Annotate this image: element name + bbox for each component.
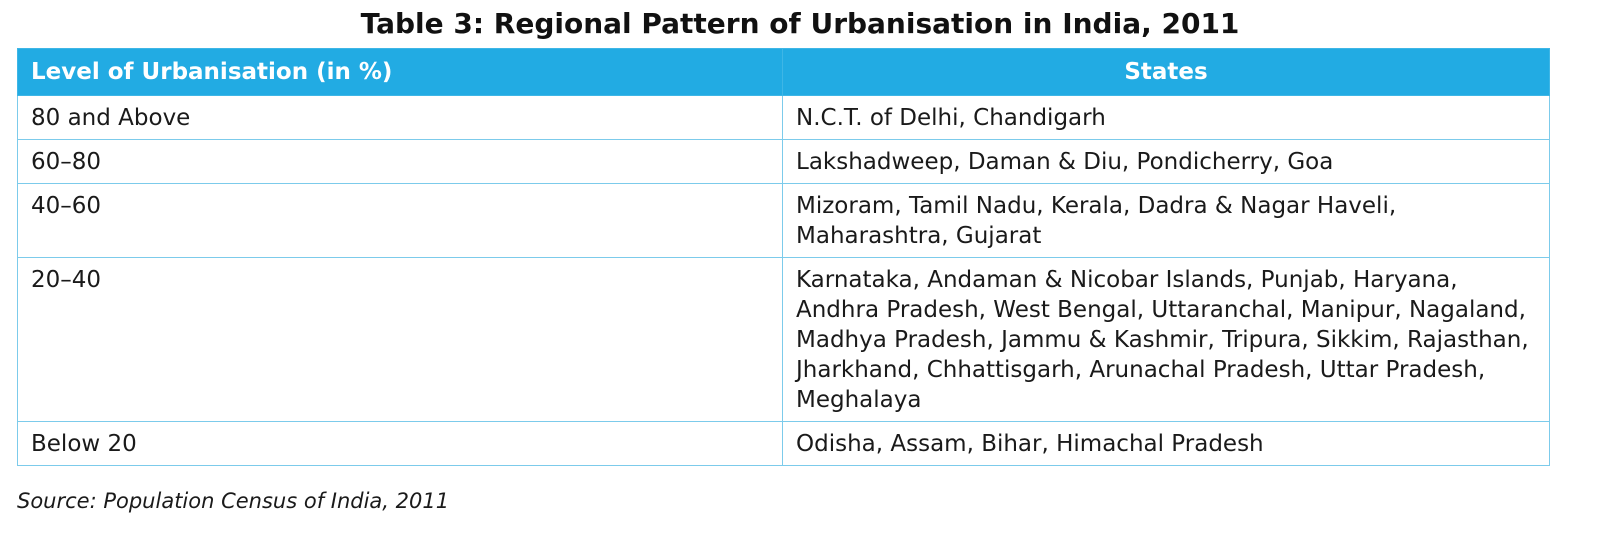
- states-cell: Mizoram, Tamil Nadu, Kerala, Dadra & Nag…: [782, 183, 1550, 258]
- table-row: Below 20 Odisha, Assam, Bihar, Himachal …: [17, 421, 1550, 466]
- table-row: 80 and Above N.C.T. of Delhi, Chandigarh: [17, 95, 1550, 140]
- states-cell: Lakshadweep, Daman & Diu, Pondicherry, G…: [782, 139, 1550, 184]
- table-title: Table 3: Regional Pattern of Urbanisatio…: [360, 7, 1240, 40]
- column-header-states: States: [782, 48, 1550, 96]
- table-row: 20–40 Karnataka, Andaman & Nicobar Islan…: [17, 257, 1550, 422]
- table-row: 60–80 Lakshadweep, Daman & Diu, Pondiche…: [17, 139, 1550, 184]
- states-cell: N.C.T. of Delhi, Chandigarh: [782, 95, 1550, 140]
- level-cell: 80 and Above: [17, 95, 783, 140]
- level-cell: 40–60: [17, 183, 783, 258]
- level-cell: 60–80: [17, 139, 783, 184]
- source-note: Source: Population Census of India, 2011: [17, 489, 450, 513]
- urbanisation-table: Level of Urbanisation (in %) States 80 a…: [17, 48, 1550, 466]
- column-header-level: Level of Urbanisation (in %): [17, 48, 783, 96]
- level-cell: Below 20: [17, 421, 783, 466]
- level-cell: 20–40: [17, 257, 783, 422]
- states-cell: Odisha, Assam, Bihar, Himachal Pradesh: [782, 421, 1550, 466]
- states-cell: Karnataka, Andaman & Nicobar Islands, Pu…: [782, 257, 1550, 422]
- table-header-row: Level of Urbanisation (in %) States: [17, 48, 1550, 96]
- table-row: 40–60 Mizoram, Tamil Nadu, Kerala, Dadra…: [17, 183, 1550, 258]
